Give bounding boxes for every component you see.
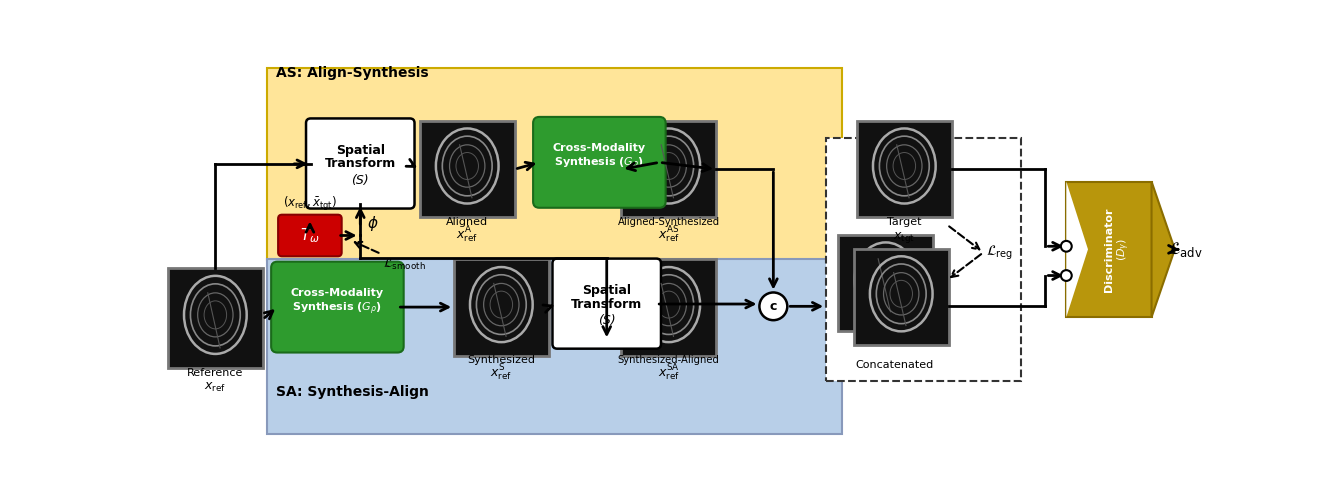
Text: Reference: Reference [187,368,244,378]
Polygon shape [1151,181,1175,317]
Text: $x_\mathrm{ref}^\mathrm{A}$: $x_\mathrm{ref}^\mathrm{A}$ [456,224,479,245]
Text: Concatenated: Concatenated [855,360,934,370]
Text: (S): (S) [351,174,369,186]
Text: Discriminator
$(D_\gamma)$: Discriminator $(D_\gamma)$ [1105,207,1132,291]
Circle shape [760,292,788,320]
Text: Transform: Transform [572,297,642,311]
Text: $\phi$: $\phi$ [367,214,379,233]
Bar [854,248,948,345]
FancyBboxPatch shape [533,117,666,208]
Bar [622,259,716,355]
FancyBboxPatch shape [826,139,1021,381]
Bar [1066,181,1151,317]
Bar [420,121,514,217]
Text: Aligned: Aligned [446,217,488,227]
Text: (S): (S) [598,314,615,327]
Text: $x_\mathrm{ref}^\mathrm{AS}$: $x_\mathrm{ref}^\mathrm{AS}$ [658,224,680,245]
Text: c: c [769,300,777,313]
Text: Cross-Modality: Cross-Modality [290,288,385,298]
Text: $\mathcal{L}_\mathrm{reg}$: $\mathcal{L}_\mathrm{reg}$ [985,243,1013,262]
Bar [453,259,549,355]
Text: $\mathcal{L}_\mathrm{adv}$: $\mathcal{L}_\mathrm{adv}$ [1167,240,1203,259]
Text: $x_\mathrm{ref}$: $x_\mathrm{ref}$ [204,381,227,393]
FancyBboxPatch shape [306,118,415,209]
Text: $(x_\mathrm{ref},\bar{x}_\mathrm{tgt})$: $(x_\mathrm{ref},\bar{x}_\mathrm{tgt})$ [282,195,337,213]
Text: Aligned-Synthesized: Aligned-Synthesized [618,217,720,227]
Bar [168,268,263,368]
Bar [622,121,716,217]
Text: Synthesis ($G_\rho$): Synthesis ($G_\rho$) [554,156,644,172]
Text: $x_\mathrm{ref}^\mathrm{S}$: $x_\mathrm{ref}^\mathrm{S}$ [491,363,512,384]
Text: Synthesized-Aligned: Synthesized-Aligned [618,355,720,365]
Bar [838,235,934,331]
Text: Spatial: Spatial [582,283,631,297]
Circle shape [1061,241,1071,251]
FancyBboxPatch shape [267,259,842,434]
Circle shape [1061,270,1071,281]
FancyBboxPatch shape [553,259,660,349]
Bar [857,121,952,217]
Text: Spatial: Spatial [335,143,385,156]
Text: AS: Align-Synthesis: AS: Align-Synthesis [276,66,428,80]
FancyBboxPatch shape [267,68,842,260]
Text: $x_\mathrm{ref}^\mathrm{SA}$: $x_\mathrm{ref}^\mathrm{SA}$ [658,363,680,384]
Text: Target: Target [887,217,922,227]
Text: SA: Synthesis-Align: SA: Synthesis-Align [276,385,428,399]
FancyBboxPatch shape [271,262,403,352]
Text: Cross-Modality: Cross-Modality [553,143,646,153]
Text: $T_\omega$: $T_\omega$ [300,226,320,245]
Text: Synthesized: Synthesized [467,355,536,365]
Text: $\mathcal{L}_\mathrm{smooth}$: $\mathcal{L}_\mathrm{smooth}$ [383,257,426,272]
Polygon shape [1066,181,1089,317]
Text: $x_\mathrm{tgt}$: $x_\mathrm{tgt}$ [894,230,915,245]
Text: Synthesis ($G_\rho$): Synthesis ($G_\rho$) [293,300,382,317]
Text: Transform: Transform [325,157,396,171]
FancyBboxPatch shape [278,214,342,256]
